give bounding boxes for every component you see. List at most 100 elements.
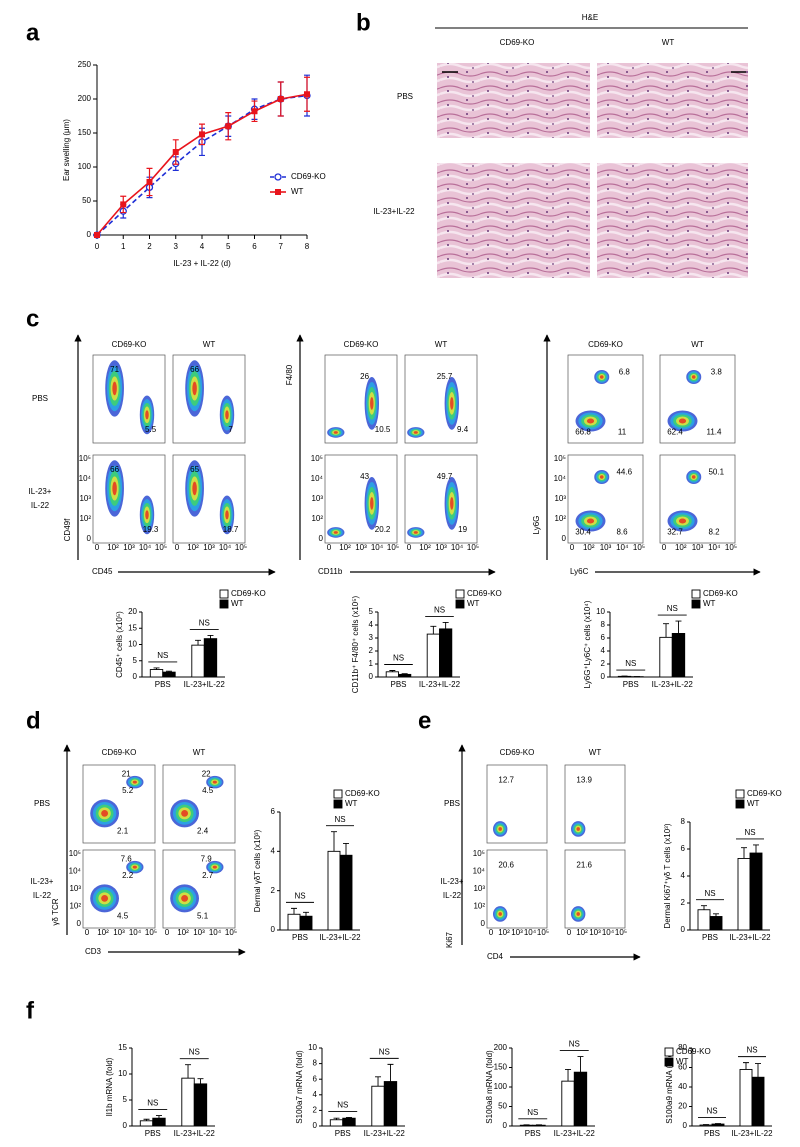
x-tick-label: IL-23+IL-22	[729, 933, 771, 942]
flow-plot	[172, 454, 246, 544]
gate-value: 50.1	[708, 468, 724, 477]
density-blob	[498, 827, 502, 831]
error-bar	[155, 1115, 162, 1119]
y-tick-label: 0	[313, 1121, 318, 1130]
gate-value: 12.7	[498, 776, 514, 785]
density-blob	[413, 431, 418, 434]
gate-value: 7.6	[121, 854, 133, 863]
error-bar	[713, 913, 719, 917]
flow-tick: 10⁴	[209, 928, 222, 937]
y-tick-label: 0	[271, 925, 276, 934]
gate-value: 11	[618, 428, 627, 437]
y-tick-label: 10	[308, 1043, 317, 1052]
flow-tick: 10⁴	[451, 543, 464, 552]
flow-x-label: CD3	[85, 947, 102, 956]
error-bar	[333, 1117, 340, 1120]
flow-x-label: CD11b	[318, 567, 343, 576]
x-tick-label: PBS	[390, 680, 406, 689]
density-blob	[691, 375, 696, 379]
y-tick-label: 1	[369, 659, 374, 668]
y-tick-label: 5	[369, 607, 374, 616]
legend-swatch	[691, 599, 701, 609]
y-tick-label: 3	[369, 633, 374, 642]
error-bar	[207, 634, 214, 639]
x-tick-label: 5	[226, 242, 231, 251]
density-blob	[192, 481, 197, 496]
bar	[697, 909, 711, 931]
bar	[329, 1119, 344, 1127]
flow-tick: 10⁵	[467, 543, 479, 552]
significance-label: NS	[625, 659, 636, 668]
significance-label: NS	[337, 1101, 348, 1110]
density-blob	[599, 475, 604, 479]
gate-value: 20.2	[375, 525, 391, 534]
y-tick-label: 4	[313, 1090, 318, 1099]
legend-label: CD69-KO	[703, 589, 738, 598]
flow-tick: 10³	[311, 494, 323, 503]
histology-title: H&E	[582, 13, 598, 22]
panel-label: a	[26, 19, 40, 46]
flow-tick: 10²	[576, 928, 588, 937]
flow-tick: 10³	[435, 543, 447, 552]
he-image	[437, 163, 590, 278]
y-tick-label: 4	[369, 620, 374, 629]
legend-label: WT	[747, 799, 760, 808]
flow-tick: 10⁵	[615, 928, 627, 937]
flow-column-header: CD69-KO	[344, 340, 379, 349]
x-tick-label: PBS	[704, 1129, 720, 1138]
density-blob	[498, 912, 502, 916]
flow-tick: 10²	[187, 543, 199, 552]
x-tick-label: 3	[174, 242, 179, 251]
y-tick-label: 250	[78, 60, 92, 69]
density-blob	[450, 397, 454, 410]
y-tick-label: 8	[601, 620, 606, 629]
significance-label: NS	[379, 1047, 390, 1056]
panel-label: b	[356, 9, 371, 36]
gate-value: 8.2	[708, 528, 720, 537]
error-bar	[741, 847, 747, 859]
marker	[199, 131, 205, 138]
legend-label: WT	[676, 1057, 689, 1066]
significance-label: NS	[667, 604, 678, 613]
gate-value: 22	[202, 769, 211, 778]
y-tick-label: 2	[271, 886, 276, 895]
significance-label: NS	[527, 1108, 538, 1117]
significance-label: NS	[157, 651, 168, 660]
bar	[426, 633, 440, 678]
flow-tick: 10²	[79, 514, 91, 523]
legend-swatch	[333, 789, 343, 799]
y-tick-label: 2	[601, 659, 606, 668]
y-tick-label: 2	[369, 646, 374, 655]
bar	[749, 852, 763, 931]
significance-label: NS	[199, 619, 210, 628]
bar	[739, 1068, 753, 1127]
legend-label: WT	[345, 799, 358, 808]
density-blob	[450, 497, 454, 510]
x-tick-label: IL-23+IL-22	[652, 680, 694, 689]
flow-tick: 0	[175, 543, 180, 552]
legend-label: CD69-KO	[345, 789, 380, 798]
flow-tick: 10⁴	[524, 928, 537, 937]
y-axis-label: Dermal Ki67⁺γδ T cells (x10³)	[663, 823, 672, 928]
flow-plot	[82, 849, 156, 929]
x-tick-label: 1	[121, 242, 126, 251]
flow-column-header: CD69-KO	[500, 748, 535, 757]
significance-label: NS	[393, 654, 404, 663]
density-blob	[212, 865, 217, 869]
y-tick-label: 20	[128, 607, 137, 616]
density-blob	[212, 780, 217, 784]
error-bar	[331, 831, 337, 852]
density-blob	[225, 410, 229, 420]
legend-label: CD69-KO	[747, 789, 782, 798]
error-bar	[195, 639, 202, 646]
gate-value: 62.4	[667, 428, 683, 437]
y-tick-label: 20	[678, 1102, 687, 1111]
density-blob	[101, 809, 109, 817]
y-tick-label: 60	[678, 1063, 687, 1072]
flow-tick: 10⁴	[69, 867, 82, 876]
density-blob	[599, 375, 604, 379]
flow-tick: 10⁴	[139, 543, 152, 552]
density-blob	[370, 397, 374, 410]
legend-swatch	[455, 589, 465, 599]
density-blob	[112, 481, 117, 496]
